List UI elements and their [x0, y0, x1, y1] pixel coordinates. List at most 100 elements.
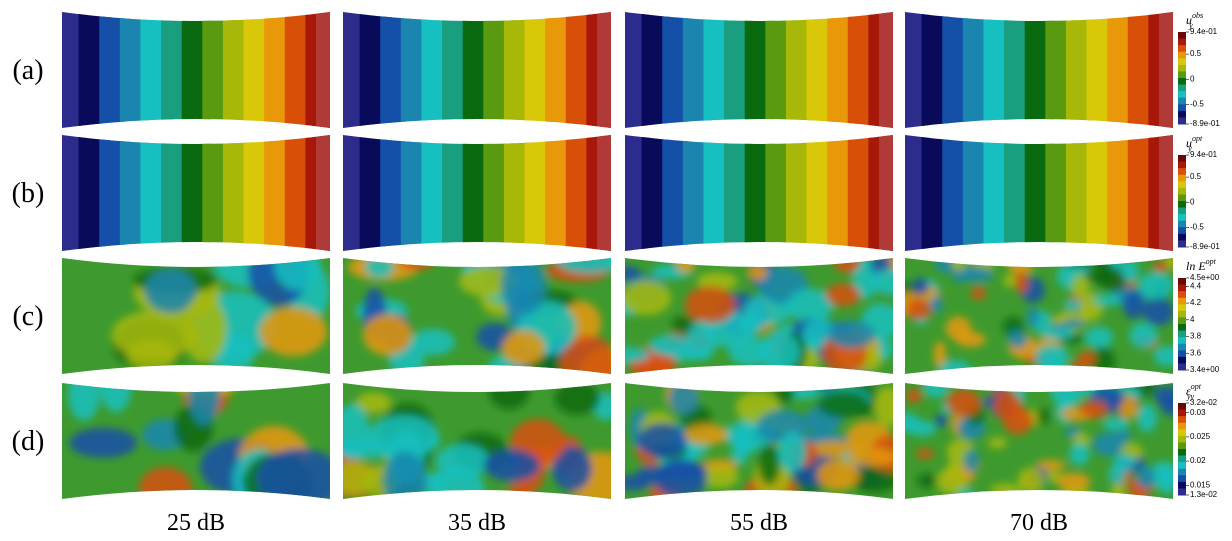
- colorbar-band: [1178, 429, 1186, 437]
- contour-blob: [684, 424, 728, 446]
- contour-band: [243, 12, 279, 128]
- contour-panel: [625, 12, 893, 128]
- contour-panel: [62, 383, 330, 499]
- colorbar-band: [1178, 161, 1186, 169]
- contour-blob: [971, 286, 986, 300]
- colorbar-tick-label: 0.5: [1190, 49, 1202, 58]
- contour-blob: [684, 285, 736, 324]
- contour-blob: [68, 383, 100, 421]
- colorbar-band: [1178, 284, 1186, 292]
- contour-blob: [355, 392, 392, 414]
- colorbar-band: [1178, 227, 1186, 235]
- contour-blob: [1159, 466, 1173, 496]
- colorbar-band: [1178, 168, 1186, 176]
- row-label: (b): [12, 178, 45, 209]
- colorbar-band: [1178, 117, 1186, 125]
- contour-blob: [1037, 407, 1050, 425]
- contour-blob: [731, 438, 750, 465]
- contour-blob: [638, 422, 688, 458]
- contour-blob: [1081, 270, 1116, 283]
- contour-panel: [905, 12, 1173, 128]
- contour-blob: [625, 265, 642, 281]
- colorbar-title: ln Eopt: [1186, 257, 1217, 273]
- colorbar-tick-label: 1.3e-02: [1190, 490, 1218, 499]
- colorbar-band: [1178, 32, 1186, 40]
- contour-band: [597, 12, 611, 128]
- contour-blob: [362, 314, 413, 356]
- contour-blob: [1102, 417, 1130, 431]
- colorbar-tick-label: 0.5: [1190, 172, 1202, 181]
- colorbar-tick-label: 0.015: [1190, 480, 1211, 489]
- contour-band: [879, 12, 893, 128]
- title-base: ε: [1186, 384, 1191, 398]
- title-sup: opt: [1192, 134, 1203, 143]
- colorbar-band: [1178, 363, 1186, 371]
- contour-blob: [343, 461, 377, 495]
- colorbar-tick-label: -8.9e-01: [1190, 242, 1220, 251]
- contour-panel: [905, 258, 1173, 374]
- contour-blob: [905, 388, 923, 403]
- contour-blob: [625, 347, 651, 363]
- contour-band: [1159, 12, 1173, 128]
- colorbar-band: [1178, 475, 1186, 483]
- contour-blob: [139, 467, 192, 499]
- colorbar-band: [1178, 201, 1186, 209]
- colorbar-tick-label: 3.8: [1190, 332, 1202, 341]
- colorbar-band: [1178, 442, 1186, 450]
- contour-blob: [1092, 432, 1127, 457]
- colorbar-band: [1178, 220, 1186, 228]
- contour-blob: [500, 258, 547, 315]
- colorbar-band: [1178, 356, 1186, 364]
- colorbar-band: [1178, 278, 1186, 286]
- column-label: 25 dB: [167, 510, 225, 536]
- colorbar-band: [1178, 462, 1186, 470]
- contour-blob: [936, 467, 966, 495]
- contour-blob: [559, 335, 611, 374]
- title-sub: y: [1187, 144, 1192, 153]
- colorbar-band: [1178, 187, 1186, 195]
- colorbar-band: [1178, 155, 1186, 163]
- colorbar-band: [1178, 174, 1186, 182]
- contour-blob: [502, 330, 546, 366]
- colorbar-band: [1178, 240, 1186, 248]
- contour-blob: [410, 328, 455, 356]
- colorbar-band: [1178, 194, 1186, 202]
- contour-band: [316, 12, 330, 128]
- colorbar-tick-label: 9.4e-01: [1190, 27, 1218, 36]
- contour-blob: [1138, 272, 1173, 300]
- contour-panel: [625, 135, 893, 251]
- contour-blob: [364, 258, 395, 279]
- contour-blob: [554, 383, 601, 415]
- contour-blob: [772, 383, 796, 404]
- colorbar-band: [1178, 343, 1186, 351]
- contour-blobs: [625, 383, 893, 499]
- contour-blob: [1079, 400, 1109, 419]
- contour-blob: [817, 390, 869, 418]
- colorbar-band: [1178, 297, 1186, 305]
- contour-blob: [850, 466, 893, 493]
- contour-blobs: [111, 258, 330, 374]
- contour-panel: [62, 12, 330, 128]
- contour-panel: [343, 383, 611, 499]
- contour-blob: [383, 451, 427, 499]
- colorbar-title: uobs y: [1186, 11, 1203, 30]
- contour-blob: [488, 383, 530, 410]
- colorbar-band: [1178, 214, 1186, 222]
- title-sub: yy: [1186, 392, 1195, 401]
- colorbar-title: uopt y: [1186, 134, 1203, 153]
- colorbar-band: [1178, 310, 1186, 318]
- contour-band: [316, 135, 330, 251]
- contour-blob: [847, 447, 893, 467]
- contour-blob: [182, 295, 227, 363]
- contour-blob: [654, 458, 708, 499]
- colorbar-band: [1178, 38, 1186, 46]
- contour-blob: [256, 448, 330, 499]
- colorbar-band: [1178, 45, 1186, 53]
- contour-panel: [625, 383, 893, 499]
- contour-blob: [951, 258, 967, 272]
- contour-blob: [938, 360, 972, 374]
- contour-blob: [701, 465, 739, 489]
- row-label: (c): [12, 301, 43, 332]
- colorbar-band: [1178, 416, 1186, 424]
- colorbar-band: [1178, 449, 1186, 457]
